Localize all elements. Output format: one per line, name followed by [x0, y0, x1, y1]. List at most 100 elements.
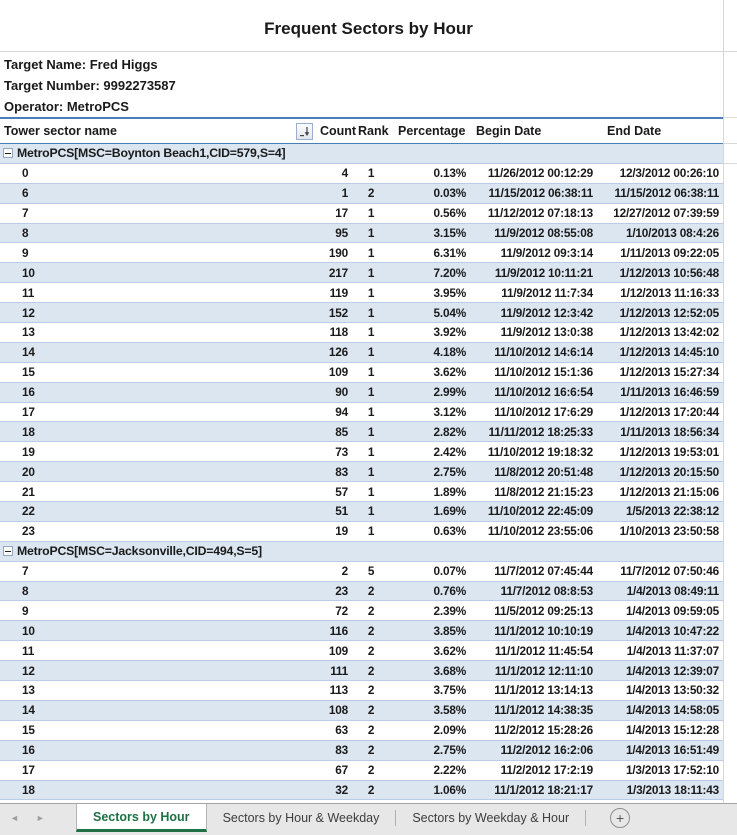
cell-count[interactable]: 67	[335, 763, 348, 778]
cell-percentage[interactable]: 3.85%	[433, 623, 467, 638]
cell-hour[interactable]: 10	[22, 623, 35, 638]
cell-rank[interactable]: 1	[367, 504, 375, 519]
cell-count[interactable]: 119	[329, 285, 349, 300]
cell-percentage[interactable]: 3.68%	[433, 663, 467, 678]
cell-rank[interactable]: 2	[367, 663, 375, 678]
cell-hour[interactable]: 13	[22, 325, 35, 340]
nav-right-icon[interactable]: ►	[35, 813, 45, 823]
cell-hour[interactable]: 17	[22, 763, 35, 778]
cell-percentage[interactable]: 0.56%	[433, 206, 467, 221]
cell-begin-date[interactable]: 11/2/2012 17:2:19	[500, 763, 594, 778]
cell-rank[interactable]: 1	[367, 484, 375, 499]
tab-sectors-by-weekday-and-hour[interactable]: Sectors by Weekday & Hour	[396, 804, 585, 832]
cell-end-date[interactable]: 11/15/2012 06:38:11	[614, 186, 720, 201]
cell-percentage[interactable]: 5.04%	[433, 305, 467, 320]
cell-hour[interactable]: 9	[22, 245, 29, 260]
cell-rank[interactable]: 1	[367, 305, 375, 320]
column-header-end-date[interactable]: End Date	[607, 124, 662, 138]
cell-begin-date[interactable]: 11/2/2012 16:2:06	[500, 743, 594, 758]
cell-end-date[interactable]: 1/5/2013 22:38:12	[625, 504, 719, 519]
sort-button[interactable]	[296, 122, 313, 140]
cell-hour[interactable]: 0	[22, 166, 29, 181]
cell-rank[interactable]: 2	[367, 703, 375, 718]
cell-count[interactable]: 83	[335, 464, 348, 479]
cell-hour[interactable]: 16	[22, 385, 35, 400]
cell-percentage[interactable]: 4.18%	[433, 345, 467, 360]
cell-rank[interactable]: 2	[367, 782, 375, 797]
cell-begin-date[interactable]: 11/9/2012 13:0:38	[500, 325, 594, 340]
cell-hour[interactable]: 11	[22, 285, 35, 300]
cell-hour[interactable]: 15	[22, 365, 35, 380]
cell-percentage[interactable]: 3.62%	[433, 365, 467, 380]
column-header-rank[interactable]: Rank	[358, 124, 389, 138]
cell-percentage[interactable]: 2.99%	[433, 385, 467, 400]
cell-hour[interactable]: 17	[22, 405, 35, 420]
cell-rank[interactable]: 1	[367, 464, 375, 479]
cell-begin-date[interactable]: 11/10/2012 16:6:54	[494, 385, 593, 400]
cell-end-date[interactable]: 1/12/2013 17:20:44	[619, 405, 720, 420]
cell-rank[interactable]: 2	[367, 623, 375, 638]
cell-end-date[interactable]: 1/11/2013 18:56:34	[620, 424, 719, 439]
cell-percentage[interactable]: 6.31%	[433, 245, 467, 260]
cell-hour[interactable]: 8	[22, 226, 29, 240]
cell-hour[interactable]: 22	[22, 504, 35, 519]
cell-end-date[interactable]: 1/3/2013 17:52:10	[625, 763, 719, 778]
cell-end-date[interactable]: 1/12/2013 19:53:01	[619, 444, 720, 459]
cell-end-date[interactable]: 1/12/2013 10:56:48	[619, 265, 720, 280]
cell-rank[interactable]: 1	[367, 265, 375, 280]
cell-hour[interactable]: 18	[22, 782, 35, 797]
cell-percentage[interactable]: 3.58%	[433, 703, 467, 718]
cell-begin-date[interactable]: 11/8/2012 20:51:48	[494, 464, 593, 479]
cell-begin-date[interactable]: 11/7/2012 08:8:53	[500, 584, 594, 599]
cell-end-date[interactable]: 1/4/2013 11:37:07	[626, 643, 720, 658]
cell-count[interactable]: 19	[335, 524, 348, 539]
cell-rank[interactable]: 1	[367, 405, 375, 420]
cell-hour[interactable]: 8	[22, 584, 29, 599]
column-header-count[interactable]: Count	[320, 124, 357, 138]
cell-end-date[interactable]: 1/12/2013 15:27:34	[619, 365, 720, 380]
cell-percentage[interactable]: 2.22%	[433, 763, 467, 778]
cell-begin-date[interactable]: 11/5/2012 09:25:13	[494, 603, 593, 618]
column-header-sector[interactable]: Tower sector name	[0, 122, 316, 140]
cell-hour[interactable]: 15	[22, 723, 35, 738]
cell-count[interactable]: 109	[328, 643, 348, 658]
cell-count[interactable]: 32	[335, 782, 348, 797]
cell-count[interactable]: 63	[335, 723, 348, 738]
cell-rank[interactable]: 1	[367, 385, 375, 400]
add-sheet-button[interactable]: +	[610, 808, 631, 828]
cell-rank[interactable]: 2	[367, 186, 375, 201]
cell-hour[interactable]: 19	[22, 444, 35, 459]
cell-end-date[interactable]: 1/12/2013 14:45:10	[619, 345, 720, 360]
cell-begin-date[interactable]: 11/1/2012 18:21:17	[494, 782, 593, 797]
cell-percentage[interactable]: 2.42%	[433, 444, 467, 459]
cell-hour[interactable]: 14	[22, 703, 35, 718]
cell-end-date[interactable]: 12/27/2012 07:39:59	[613, 206, 719, 221]
cell-rank[interactable]: 2	[367, 584, 375, 599]
cell-rank[interactable]: 2	[367, 643, 375, 658]
cell-begin-date[interactable]: 11/11/2012 18:25:33	[488, 424, 594, 439]
cell-rank[interactable]: 1	[367, 245, 375, 260]
cell-count[interactable]: 23	[335, 584, 348, 599]
cell-end-date[interactable]: 1/12/2013 21:15:06	[619, 484, 720, 499]
cell-begin-date[interactable]: 11/9/2012 09:3:14	[500, 245, 594, 260]
cell-end-date[interactable]: 1/11/2013 09:22:05	[620, 245, 719, 260]
cell-percentage[interactable]: 1.06%	[433, 782, 467, 797]
cell-hour[interactable]: 23	[22, 524, 35, 539]
cell-percentage[interactable]: 0.76%	[433, 584, 467, 599]
cell-percentage[interactable]: 2.75%	[433, 743, 467, 758]
cell-count[interactable]: 95	[335, 226, 348, 240]
cell-percentage[interactable]: 1.69%	[433, 504, 467, 519]
cell-hour[interactable]: 7	[22, 206, 29, 221]
cell-rank[interactable]: 2	[367, 723, 375, 738]
cell-count[interactable]: 111	[330, 663, 348, 678]
cell-count[interactable]: 85	[335, 424, 348, 439]
cell-count[interactable]: 126	[328, 345, 348, 360]
cell-hour[interactable]: 12	[22, 305, 35, 320]
cell-begin-date[interactable]: 11/26/2012 00:12:29	[487, 166, 593, 181]
cell-count[interactable]: 217	[328, 265, 348, 280]
cell-end-date[interactable]: 1/4/2013 15:12:28	[625, 723, 719, 738]
cell-end-date[interactable]: 1/11/2013 16:46:59	[620, 385, 719, 400]
cell-rank[interactable]: 1	[367, 285, 375, 300]
cell-hour[interactable]: 10	[22, 265, 35, 280]
cell-begin-date[interactable]: 11/12/2012 07:18:13	[487, 206, 593, 221]
